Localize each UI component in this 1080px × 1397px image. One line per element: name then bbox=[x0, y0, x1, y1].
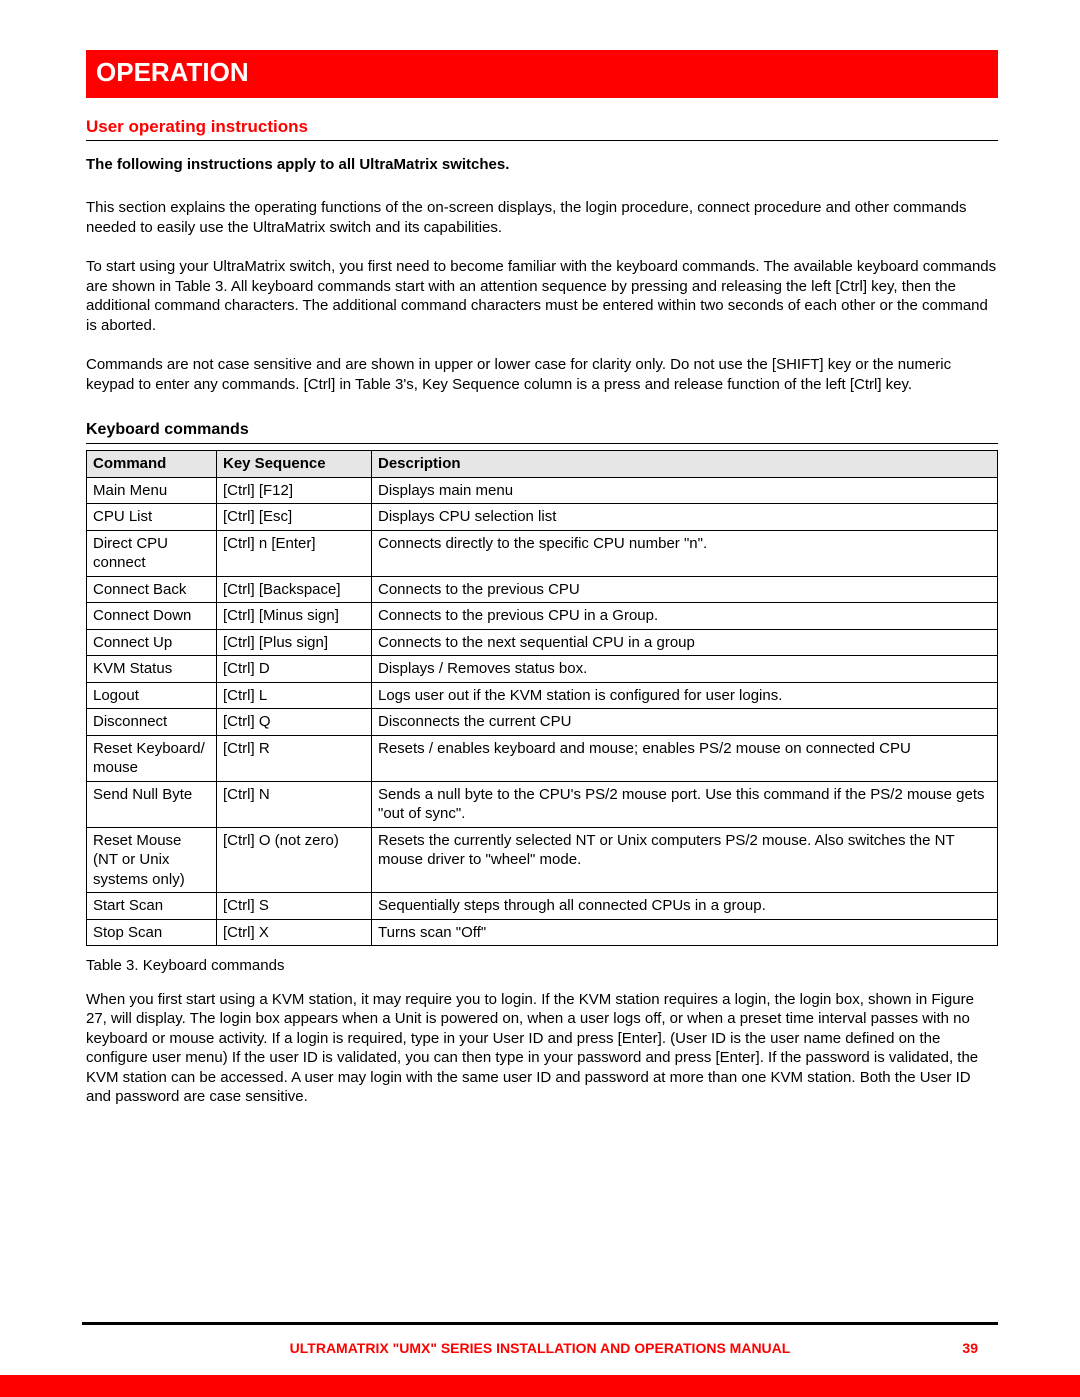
table-row: Connect Down[Ctrl] [Minus sign]Connects … bbox=[87, 603, 998, 630]
table-row: Stop Scan[Ctrl] XTurns scan "Off" bbox=[87, 919, 998, 946]
cell-command: Connect Up bbox=[87, 629, 217, 656]
cell-key-sequence: [Ctrl] D bbox=[217, 656, 372, 683]
footer-page-number: 39 bbox=[962, 1339, 978, 1357]
table-caption: Table 3. Keyboard commands bbox=[86, 956, 998, 976]
table-row: Start Scan[Ctrl] SSequentially steps thr… bbox=[87, 893, 998, 920]
cell-description: Connects to the previous CPU in a Group. bbox=[372, 603, 998, 630]
page: OPERATION User operating instructions Th… bbox=[0, 0, 1080, 1397]
cell-key-sequence: [Ctrl] N bbox=[217, 781, 372, 827]
cell-key-sequence: [Ctrl] [Backspace] bbox=[217, 576, 372, 603]
cell-command: Connect Back bbox=[87, 576, 217, 603]
cell-description: Resets the currently selected NT or Unix… bbox=[372, 827, 998, 893]
cell-command: Start Scan bbox=[87, 893, 217, 920]
cell-command: Stop Scan bbox=[87, 919, 217, 946]
cell-command: KVM Status bbox=[87, 656, 217, 683]
cell-key-sequence: [Ctrl] O (not zero) bbox=[217, 827, 372, 893]
cell-key-sequence: [Ctrl] [Minus sign] bbox=[217, 603, 372, 630]
applies-note: The following instructions apply to all … bbox=[86, 155, 998, 175]
col-header-description: Description bbox=[372, 451, 998, 478]
cell-command: Main Menu bbox=[87, 477, 217, 504]
cell-command: Reset Keyboard/ mouse bbox=[87, 735, 217, 781]
table-row: Send Null Byte[Ctrl] NSends a null byte … bbox=[87, 781, 998, 827]
heading-user-instructions: User operating instructions bbox=[86, 116, 998, 141]
paragraph: To start using your UltraMatrix switch, … bbox=[86, 257, 998, 335]
cell-description: Connects to the next sequential CPU in a… bbox=[372, 629, 998, 656]
table-row: Reset Mouse (NT or Unix systems only)[Ct… bbox=[87, 827, 998, 893]
cell-command: Reset Mouse (NT or Unix systems only) bbox=[87, 827, 217, 893]
col-header-command: Command bbox=[87, 451, 217, 478]
keyboard-commands-table: Command Key Sequence Description Main Me… bbox=[86, 450, 998, 946]
cell-description: Displays CPU selection list bbox=[372, 504, 998, 531]
cell-key-sequence: [Ctrl] R bbox=[217, 735, 372, 781]
table-row: Connect Back[Ctrl] [Backspace]Connects t… bbox=[87, 576, 998, 603]
heading-keyboard-commands: Keyboard commands bbox=[86, 420, 998, 444]
cell-key-sequence: [Ctrl] [Plus sign] bbox=[217, 629, 372, 656]
table-row: Disconnect[Ctrl] QDisconnects the curren… bbox=[87, 709, 998, 736]
table-row: Reset Keyboard/ mouse[Ctrl] RResets / en… bbox=[87, 735, 998, 781]
cell-command: Direct CPU connect bbox=[87, 530, 217, 576]
table-header-row: Command Key Sequence Description bbox=[87, 451, 998, 478]
cell-description: Displays main menu bbox=[372, 477, 998, 504]
cell-description: Sequentially steps through all connected… bbox=[372, 893, 998, 920]
col-header-key-sequence: Key Sequence bbox=[217, 451, 372, 478]
table-row: Main Menu[Ctrl] [F12]Displays main menu bbox=[87, 477, 998, 504]
table-row: CPU List[Ctrl] [Esc]Displays CPU selecti… bbox=[87, 504, 998, 531]
table-row: Logout[Ctrl] LLogs user out if the KVM s… bbox=[87, 682, 998, 709]
cell-key-sequence: [Ctrl] n [Enter] bbox=[217, 530, 372, 576]
cell-description: Turns scan "Off" bbox=[372, 919, 998, 946]
cell-key-sequence: [Ctrl] X bbox=[217, 919, 372, 946]
cell-description: Resets / enables keyboard and mouse; ena… bbox=[372, 735, 998, 781]
paragraph: This section explains the operating func… bbox=[86, 198, 998, 237]
cell-command: Disconnect bbox=[87, 709, 217, 736]
cell-description: Disconnects the current CPU bbox=[372, 709, 998, 736]
cell-command: Connect Down bbox=[87, 603, 217, 630]
cell-key-sequence: [Ctrl] [F12] bbox=[217, 477, 372, 504]
cell-description: Sends a null byte to the CPU's PS/2 mous… bbox=[372, 781, 998, 827]
bottom-red-strip bbox=[0, 1375, 1080, 1397]
cell-description: Logs user out if the KVM station is conf… bbox=[372, 682, 998, 709]
cell-command: CPU List bbox=[87, 504, 217, 531]
cell-command: Send Null Byte bbox=[87, 781, 217, 827]
paragraph: Commands are not case sensitive and are … bbox=[86, 355, 998, 394]
table-row: KVM Status[Ctrl] DDisplays / Removes sta… bbox=[87, 656, 998, 683]
paragraph: When you first start using a KVM station… bbox=[86, 990, 998, 1107]
table-row: Connect Up[Ctrl] [Plus sign]Connects to … bbox=[87, 629, 998, 656]
cell-key-sequence: [Ctrl] Q bbox=[217, 709, 372, 736]
section-banner: OPERATION bbox=[86, 50, 998, 98]
footer-title: ULTRAMATRIX "UMX" SERIES INSTALLATION AN… bbox=[290, 1339, 791, 1357]
table-row: Direct CPU connect[Ctrl] n [Enter]Connec… bbox=[87, 530, 998, 576]
cell-description: Connects directly to the specific CPU nu… bbox=[372, 530, 998, 576]
page-footer: ULTRAMATRIX "UMX" SERIES INSTALLATION AN… bbox=[82, 1322, 998, 1357]
cell-key-sequence: [Ctrl] S bbox=[217, 893, 372, 920]
cell-description: Displays / Removes status box. bbox=[372, 656, 998, 683]
cell-key-sequence: [Ctrl] [Esc] bbox=[217, 504, 372, 531]
footer-rule bbox=[82, 1322, 998, 1325]
cell-key-sequence: [Ctrl] L bbox=[217, 682, 372, 709]
cell-command: Logout bbox=[87, 682, 217, 709]
cell-description: Connects to the previous CPU bbox=[372, 576, 998, 603]
